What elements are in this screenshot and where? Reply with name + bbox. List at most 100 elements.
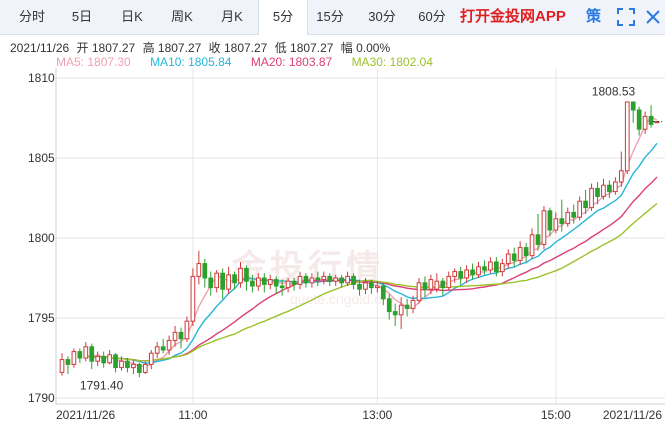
x-tick-label: 11:00 — [178, 408, 207, 422]
candle-body — [446, 275, 452, 289]
candle-body — [476, 266, 481, 276]
candle-body — [309, 277, 315, 284]
candle-body — [648, 115, 654, 125]
ohlc-info-row: 2021/11/26 开 1807.27 高 1807.27 收 1807.27… — [10, 39, 394, 56]
candle-body — [541, 210, 547, 245]
candle-body — [589, 187, 594, 209]
candle-body — [613, 181, 618, 193]
candle-body — [160, 346, 166, 351]
period-tab-bar: 分时 5日 日K 周K 月K 5分 15分 30分 60分 打开金投网APP 策 — [0, 0, 665, 35]
watermark-url: quote.cngold.org — [290, 291, 395, 307]
candle-body — [339, 277, 344, 284]
candle-body — [137, 363, 142, 373]
info-change: 幅 0.00% — [340, 41, 391, 55]
candle-body — [261, 277, 267, 285]
x-tick-label: 2021/11/26 — [56, 408, 115, 422]
candle-body — [607, 184, 612, 193]
candle-body — [404, 304, 410, 309]
ma10-label: MA10: 1805.84 — [150, 55, 232, 69]
tab-4[interactable]: 月K — [221, 9, 243, 24]
candle-body — [630, 101, 636, 111]
candle-body — [202, 263, 208, 279]
candle-body — [65, 359, 71, 365]
candle-body — [392, 311, 398, 316]
y-tick-label: 1805 — [28, 151, 55, 165]
candle-body — [196, 263, 202, 277]
candle-body — [333, 277, 339, 282]
candle-body — [553, 218, 559, 231]
candle-body — [232, 274, 237, 284]
tab-5[interactable]: 5分 — [258, 0, 308, 35]
candle-body — [297, 275, 303, 285]
y-tick-label: 1795 — [28, 311, 55, 325]
candle-body — [482, 266, 487, 271]
candle-body — [178, 331, 184, 340]
candle-body — [142, 363, 148, 373]
tab-6[interactable]: 15分 — [316, 9, 344, 24]
candle-body — [410, 299, 416, 309]
candle-body — [642, 115, 648, 130]
candle-body — [71, 351, 77, 365]
candle-body — [422, 282, 428, 290]
ma20-label: MA20: 1803.87 — [250, 55, 333, 69]
candle-body — [601, 184, 606, 197]
candle-body — [517, 247, 523, 261]
candle-body — [250, 280, 255, 287]
info-date: 2021/11/26 — [10, 41, 70, 55]
candle-body — [499, 263, 505, 273]
strategy-button[interactable]: 策 — [586, 8, 602, 25]
candle-body — [357, 283, 362, 290]
candle-body — [131, 363, 136, 369]
candle-body — [440, 280, 446, 289]
candle-body — [119, 360, 124, 369]
info-open: 开 1807.27 — [76, 41, 136, 55]
candle-body — [529, 234, 535, 257]
candle-body — [77, 351, 83, 359]
tab-3[interactable]: 周K — [171, 9, 193, 24]
candle-body — [220, 272, 225, 290]
candle-body — [208, 277, 214, 289]
fullscreen-icon[interactable] — [617, 8, 635, 26]
candle-body — [285, 280, 291, 289]
candle-body — [351, 275, 356, 285]
candle-body — [452, 271, 458, 277]
candle-body — [535, 234, 541, 245]
candle-body — [380, 285, 386, 300]
ma20-line — [85, 176, 658, 362]
ma5-label: MA5: 1807.30 — [56, 55, 131, 69]
candle-body — [470, 269, 475, 276]
close-icon[interactable] — [645, 8, 661, 26]
candle-body — [184, 320, 190, 340]
candle-body — [386, 298, 392, 313]
tab-8[interactable]: 60分 — [418, 9, 446, 24]
candle-body — [125, 360, 130, 369]
candle-body — [464, 269, 469, 279]
candle-body — [375, 285, 380, 289]
candle-body — [279, 285, 285, 289]
candle-body — [327, 275, 333, 282]
tab-0[interactable]: 分时 — [18, 9, 45, 24]
candle-body — [256, 277, 261, 287]
candle-body — [321, 275, 327, 281]
candle-body — [315, 277, 321, 281]
candle-body — [416, 282, 422, 301]
candle-body — [59, 359, 65, 373]
candle-body — [214, 272, 220, 289]
candle-body — [636, 109, 642, 130]
tab-1[interactable]: 5日 — [71, 9, 93, 24]
high-annotation: 1808.53 — [592, 85, 636, 99]
ma5-line — [85, 115, 658, 368]
candle-body — [458, 271, 463, 279]
candle-body — [428, 279, 434, 290]
tab-7[interactable]: 30分 — [368, 9, 396, 24]
candle-body — [83, 346, 89, 359]
candle-body — [345, 275, 350, 284]
y-tick-label: 1800 — [28, 231, 55, 245]
tab-2[interactable]: 日K — [121, 9, 143, 24]
candle-body — [434, 280, 440, 290]
candle-body — [154, 346, 160, 354]
open-app-link[interactable]: 打开金投网APP — [460, 8, 566, 25]
x-tick-label: 15:00 — [541, 408, 571, 422]
candle-body — [577, 200, 582, 218]
